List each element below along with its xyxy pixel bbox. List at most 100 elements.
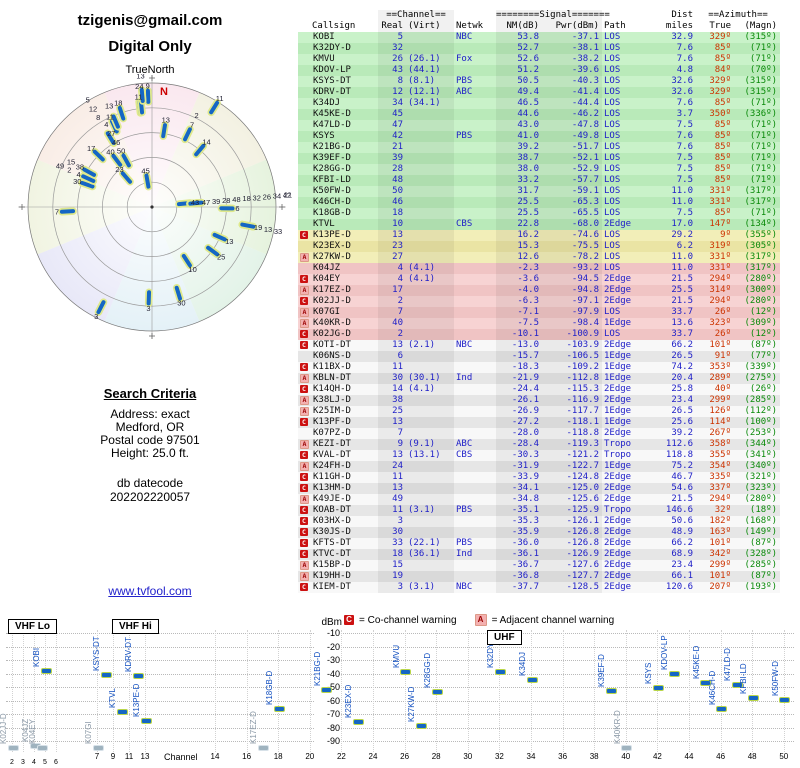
dist-miles-cell: 33.7 bbox=[671, 307, 693, 317]
nm-db-cell: 38.0 bbox=[496, 164, 542, 175]
adjacent-channel-warning-badge: A bbox=[300, 462, 309, 471]
dist-miles-cell: 48.9 bbox=[671, 527, 693, 537]
azimuth-magn-cell: (149º) bbox=[744, 527, 777, 537]
dist-miles-cell: 7.5 bbox=[676, 164, 693, 174]
channel-tick-label: 3 bbox=[21, 759, 25, 766]
path-cell: 2Edge bbox=[604, 527, 632, 537]
station-marker-K27KW-D bbox=[415, 723, 427, 730]
channel-real-cell: 32 bbox=[378, 43, 406, 54]
dist-miles-cell: 54.6 bbox=[671, 483, 693, 493]
pwr-dbm-cell: -52.9 bbox=[542, 164, 602, 175]
pwr-dbm-cell: -126.1 bbox=[542, 516, 602, 527]
path-cell: 2Edge bbox=[604, 428, 632, 438]
path-cell: 2Edge bbox=[604, 219, 632, 229]
co-channel-warning-badge: C bbox=[300, 275, 308, 283]
channel-virt-cell bbox=[406, 362, 454, 373]
callsign-cell: K13PE-D bbox=[313, 230, 351, 240]
station-label-K21BG-D: K21BG-D bbox=[312, 652, 322, 687]
co-channel-warning-badge: C bbox=[300, 418, 308, 426]
path-cell: LOS bbox=[604, 307, 621, 317]
channel-virt-cell bbox=[406, 142, 454, 153]
network-cell bbox=[454, 494, 496, 505]
header-channel-real: Real bbox=[378, 21, 406, 32]
path-cell: LOS bbox=[604, 98, 621, 108]
network-cell: NBC bbox=[456, 340, 473, 350]
channel-virt-cell bbox=[406, 32, 454, 43]
nm-db-cell: 22.8 bbox=[496, 219, 542, 230]
channel-real-cell: 13 bbox=[378, 450, 406, 461]
dbm-tick-label: -80 bbox=[314, 722, 340, 733]
table-row: K04JZ 4 (4.1) -2.3 -93.2 LOS 11.0 331º (317º) bbox=[298, 263, 780, 274]
network-cell bbox=[454, 98, 496, 109]
svg-text:32: 32 bbox=[253, 193, 261, 202]
pwr-dbm-cell: -41.4 bbox=[542, 87, 602, 98]
nm-db-cell: -10.1 bbox=[496, 329, 542, 340]
network-cell bbox=[454, 175, 496, 186]
nm-db-cell: -26.9 bbox=[496, 406, 542, 417]
search-city-line: Medford, OR bbox=[115, 420, 185, 434]
header-channel-group: ==Channel== bbox=[378, 10, 454, 21]
azimuth-true-cell: 299º bbox=[709, 560, 731, 570]
channel-real-cell: 48 bbox=[378, 175, 406, 186]
dbm-tick-label: -30 bbox=[314, 655, 340, 665]
callsign-cell: K02JG-D bbox=[313, 329, 351, 339]
channel-virt-cell: (3.1) bbox=[406, 582, 454, 593]
channel-virt-cell bbox=[406, 296, 454, 307]
warning-badge-cell bbox=[298, 208, 312, 219]
azimuth-magn-cell: (285º) bbox=[744, 395, 777, 405]
warning-badge-cell: C bbox=[298, 384, 312, 395]
channel-gridline bbox=[752, 630, 754, 752]
search-address-line: Address: exact bbox=[110, 407, 190, 421]
station-marker-KDOV-LP bbox=[668, 670, 680, 677]
callsign-cell: K50FW-D bbox=[313, 186, 351, 196]
channel-gridline bbox=[625, 630, 627, 752]
svg-text:3: 3 bbox=[94, 312, 98, 321]
path-cell: LOS bbox=[604, 131, 621, 141]
channel-real-cell: 11 bbox=[378, 472, 406, 483]
table-header: ==Channel== ========Signal======= Dist =… bbox=[298, 10, 780, 32]
svg-text:28: 28 bbox=[222, 196, 230, 205]
channel-real-cell: 15 bbox=[378, 560, 406, 571]
azimuth-true-cell: 323º bbox=[709, 318, 731, 328]
azimuth-magn-cell: (87º) bbox=[749, 340, 777, 350]
table-row: C KTVC-DT 18 (36.1) Ind -36.1 -126.9 2Edge 68.9 3… bbox=[298, 549, 780, 560]
dist-miles-cell: 21.5 bbox=[671, 494, 693, 504]
callsign-cell: KDOV-LP bbox=[313, 65, 351, 75]
svg-text:39: 39 bbox=[212, 197, 220, 206]
path-cell: 2Edge bbox=[604, 384, 632, 394]
callsign-cell: K17EZ-D bbox=[313, 285, 351, 295]
chart-legend: C = Co-channel warning A = Adjacent chan… bbox=[344, 614, 614, 626]
table-row: K28GG-D 28 38.0 -52.9 LOS 7.5 85º (71º) bbox=[298, 164, 780, 175]
path-cell: Tropo bbox=[604, 505, 632, 515]
network-cell bbox=[454, 472, 496, 483]
header-channel-virt: (Virt) bbox=[406, 21, 454, 32]
dist-miles-cell: 26.5 bbox=[671, 351, 693, 361]
tvfool-link[interactable]: www.tvfool.com bbox=[108, 584, 192, 598]
path-cell: 1Edge bbox=[604, 373, 632, 383]
adjacent-channel-warning-badge: A bbox=[300, 440, 309, 449]
pwr-dbm-cell: -98.4 bbox=[542, 318, 602, 329]
channel-tick-label: 24 bbox=[368, 752, 378, 761]
warning-badge-cell: C bbox=[298, 230, 312, 241]
path-cell: 2Edge bbox=[604, 571, 632, 581]
channel-gridline bbox=[215, 630, 216, 752]
svg-text:4: 4 bbox=[77, 170, 81, 179]
nm-db-cell: -13.0 bbox=[496, 340, 542, 351]
nm-db-cell: 50.5 bbox=[496, 76, 542, 87]
channel-virt-cell bbox=[406, 241, 454, 252]
azimuth-true-cell: 91º bbox=[714, 351, 731, 361]
table-row: A K40KR-D 40 -7.5 -98.4 1Edge 13.6 323º (309º) bbox=[298, 318, 780, 329]
nm-db-cell: -27.2 bbox=[496, 417, 542, 428]
azimuth-true-cell: 85º bbox=[714, 98, 731, 108]
dist-miles-cell: 112.6 bbox=[665, 439, 693, 449]
azimuth-magn-cell: (71º) bbox=[749, 208, 777, 218]
nm-db-cell: -36.7 bbox=[496, 560, 542, 571]
table-row: C K04EY 4 (4.1) -3.6 -94.5 2Edge 21.5 294º (280º) bbox=[298, 274, 780, 285]
station-marker-K32DY-D bbox=[494, 668, 506, 675]
dist-miles-cell: 7.6 bbox=[676, 142, 693, 152]
azimuth-magn-cell: (12º) bbox=[749, 329, 777, 339]
network-cell bbox=[454, 296, 496, 307]
path-cell: LOS bbox=[604, 241, 621, 251]
